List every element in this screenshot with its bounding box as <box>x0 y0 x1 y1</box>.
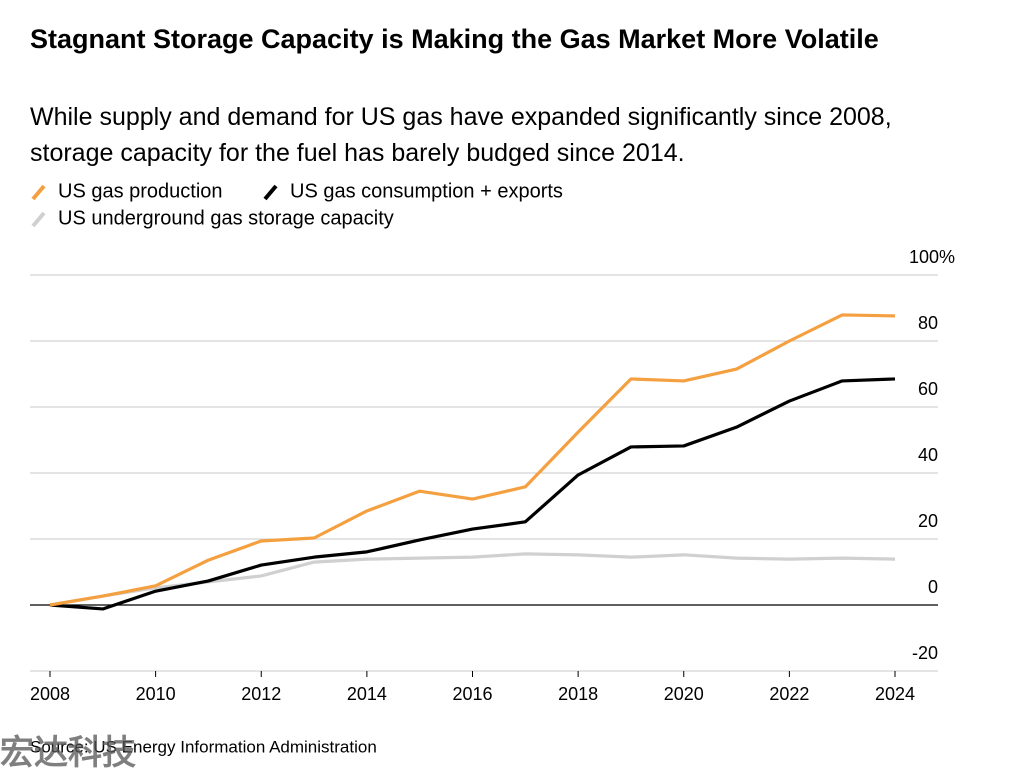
x-tick-label: 2020 <box>664 684 704 704</box>
legend-label: US gas consumption + exports <box>290 180 563 202</box>
x-tick-label: 2014 <box>347 684 387 704</box>
x-tick-label: 2022 <box>769 684 809 704</box>
x-tick-label: 2024 <box>875 684 915 704</box>
x-tick-label: 2018 <box>558 684 598 704</box>
series-line <box>49 377 896 611</box>
x-tick-label: 2010 <box>136 684 176 704</box>
legend-label: US gas production <box>58 180 223 202</box>
watermark: 宏达科技 <box>0 733 136 772</box>
legend-label: US underground gas storage capacity <box>58 207 394 229</box>
y-tick-label: 60 <box>918 379 938 399</box>
legend-swatch <box>31 211 46 228</box>
chart-title: Stagnant Storage Capacity is Making the … <box>30 24 879 54</box>
y-tick-label: -20 <box>912 643 938 663</box>
legend-swatch <box>263 184 278 201</box>
x-tick-label: 2016 <box>452 684 492 704</box>
x-tick-label: 2012 <box>241 684 281 704</box>
x-tick-label: 2008 <box>30 684 70 704</box>
series-line <box>49 313 896 607</box>
y-tick-label: 40 <box>918 445 938 465</box>
source: Source: US Energy Information Administra… <box>30 737 377 756</box>
y-tick-label: 0 <box>928 577 938 597</box>
y-tick-label: 80 <box>918 313 938 333</box>
chart-subtitle: While supply and demand for US gas have … <box>30 103 892 167</box>
series-line <box>49 552 896 607</box>
y-tick-label: 20 <box>918 511 938 531</box>
legend-swatch <box>31 184 46 201</box>
y-tick-label: 100% <box>909 247 955 267</box>
